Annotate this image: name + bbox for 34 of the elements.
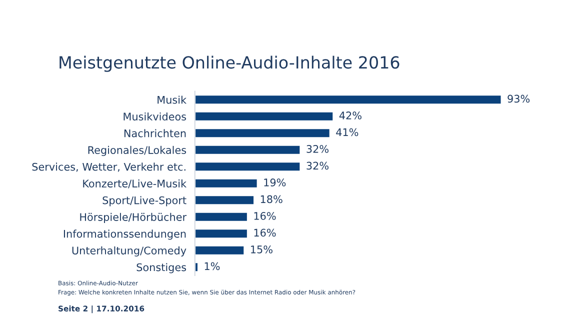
bar [194, 144, 302, 156]
y-tick-label: Services, Wetter, Verkehr etc. [32, 162, 186, 172]
bar [194, 244, 246, 256]
data-label: 32% [306, 162, 328, 170]
data-label: 1% [204, 262, 220, 270]
y-tick-label: Konzerte/Live-Musik [83, 179, 187, 188]
data-label: 93% [508, 94, 530, 103]
y-tick-label: Nachrichten [124, 129, 186, 138]
y-tick-label: Sonstiges [136, 263, 186, 274]
data-label: 16% [254, 212, 276, 220]
data-label: 41% [336, 128, 358, 136]
bar [194, 211, 248, 222]
data-label: 15% [251, 245, 272, 254]
bar [194, 178, 258, 189]
y-tick-label: Musikvideos [124, 112, 186, 120]
bar [194, 262, 199, 272]
bar [194, 194, 255, 206]
y-tick-label: Unterhaltung/Comedy [72, 246, 186, 256]
bar [194, 94, 502, 106]
data-label: 19% [264, 178, 286, 186]
data-label: 16% [254, 228, 276, 237]
chart-title: Meistgenutzte Online-Audio-Inhalte 2016 [60, 56, 400, 72]
data-label: 18% [260, 195, 282, 204]
y-tick-label: Regionales/Lokales [88, 146, 186, 156]
y-tick-label: Hörspiele/Hörbücher [80, 212, 187, 223]
bar [194, 128, 331, 139]
bar [194, 228, 248, 239]
bar [194, 161, 302, 172]
y-tick-label: Musik [158, 96, 187, 104]
bar [194, 111, 334, 122]
data-label: 32% [306, 145, 328, 153]
data-label: 42% [339, 112, 362, 120]
y-tick-label: Informationssendungen [64, 230, 186, 240]
y-tick-label: Sport/Live-Sport [102, 196, 186, 206]
